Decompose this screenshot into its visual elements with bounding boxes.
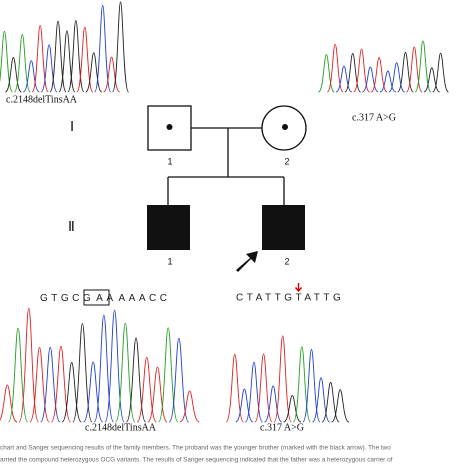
trace-peak — [254, 353, 273, 423]
carrier-dot — [282, 124, 288, 130]
affected-son — [147, 205, 190, 250]
trace-peak — [362, 66, 379, 93]
trace-peak — [49, 20, 67, 93]
proband-arrow — [236, 251, 258, 272]
trace-peak — [18, 307, 39, 423]
variant-arrow — [294, 283, 303, 293]
trace-peak — [13, 33, 31, 93]
trace-peak — [235, 388, 254, 423]
trace-peak — [61, 362, 82, 423]
trace-peak — [76, 26, 94, 93]
trace-peak — [225, 353, 244, 423]
trace-peak — [370, 57, 388, 93]
generation-label: Ⅰ — [70, 120, 74, 135]
carrier-dot — [166, 124, 173, 130]
trace-peak — [103, 56, 121, 93]
trace-peak — [414, 40, 432, 93]
chromatograms — [0, 1, 449, 423]
trace-peak — [318, 54, 335, 93]
trace-peak — [388, 62, 405, 93]
trace-peak — [72, 323, 93, 423]
trace-peak — [264, 385, 283, 423]
trace-peak — [85, 52, 103, 93]
mutation-label: c.2148delTinsAA — [85, 422, 157, 433]
trace-peak — [302, 349, 321, 423]
mutation-label: c.2148delTinsAA — [6, 94, 78, 105]
individual-number: 2 — [284, 156, 289, 166]
variant-box — [83, 289, 110, 306]
trace-peak — [83, 361, 104, 423]
trace-peak — [326, 43, 344, 93]
trace-peak — [40, 44, 58, 93]
caption-line: arried the compound heterozygous OCG var… — [0, 457, 393, 464]
trace-peak — [179, 390, 200, 423]
trace-peak — [335, 65, 353, 93]
trace-peak — [379, 70, 396, 93]
trace-peak — [0, 384, 18, 423]
trace-peak — [273, 335, 292, 423]
mutation-label: c.317 A>G — [352, 112, 396, 123]
caption-line: chart and Sanger sequencing results of t… — [0, 445, 391, 452]
trace-peak — [112, 1, 130, 93]
individual-number: 1 — [167, 256, 172, 266]
trace-peak — [31, 24, 49, 93]
trace-peak — [147, 366, 168, 423]
trace-peak — [22, 60, 40, 93]
affected-proband — [262, 205, 305, 250]
trace-peak — [67, 19, 85, 93]
trace-peak — [4, 57, 22, 93]
sequence-part: GTGCG — [40, 293, 94, 304]
trace-peak — [353, 48, 370, 93]
trace-peak — [158, 327, 179, 423]
sequence: GTGCG AA AAACC — [40, 293, 170, 304]
individual-number: 1 — [167, 156, 172, 166]
trace-peak — [0, 30, 13, 93]
trace-peak — [94, 4, 112, 93]
trace-peak — [423, 67, 440, 93]
mutation-label: c.317 A>G — [260, 422, 304, 433]
trace-peak — [283, 395, 302, 423]
pedigree-lines — [167, 127, 285, 205]
sequence-boxed: AA — [96, 293, 116, 304]
sequence-part: AAACC — [119, 293, 171, 304]
individual-number: 2 — [284, 256, 289, 266]
trace-peak — [331, 389, 350, 423]
sequence: CTATTGTATTG — [236, 293, 344, 304]
trace-peak — [432, 52, 449, 93]
generation-label: Ⅱ — [68, 220, 75, 235]
trace-peak — [104, 309, 125, 423]
trace-peak — [168, 337, 189, 423]
